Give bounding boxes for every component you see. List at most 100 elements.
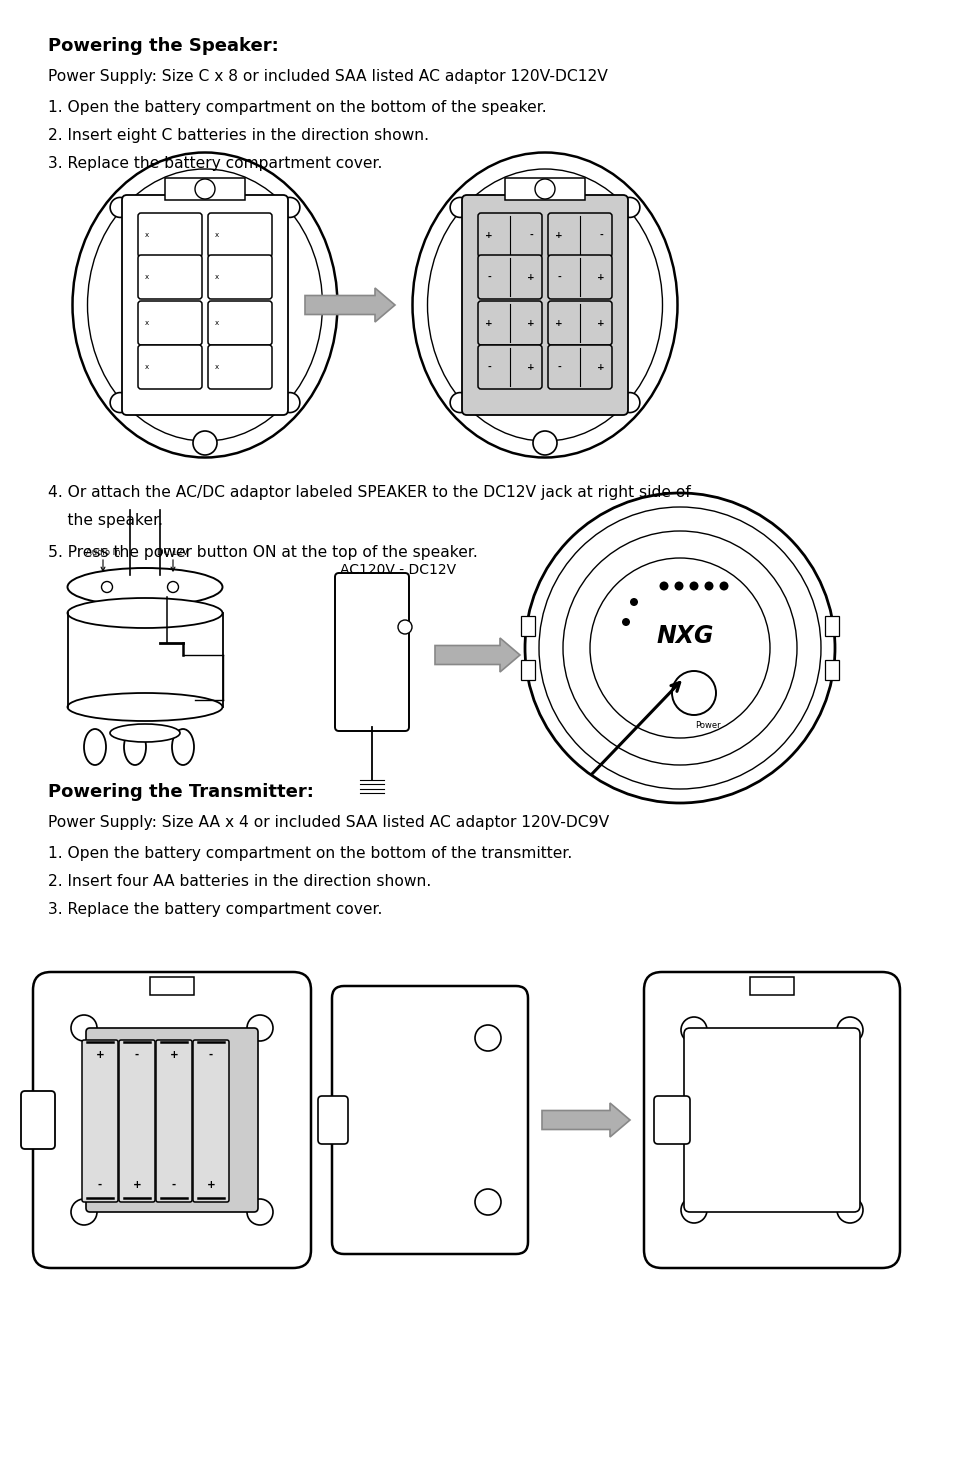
FancyBboxPatch shape	[138, 255, 202, 299]
Ellipse shape	[110, 724, 180, 742]
FancyArrow shape	[435, 639, 519, 673]
FancyBboxPatch shape	[547, 212, 612, 257]
FancyBboxPatch shape	[547, 345, 612, 389]
FancyArrow shape	[305, 288, 395, 322]
Text: NXG: NXG	[656, 624, 713, 648]
Text: x: x	[214, 364, 219, 370]
Text: -: -	[557, 273, 560, 282]
Circle shape	[475, 1025, 500, 1052]
Bar	[749, 976, 793, 996]
FancyBboxPatch shape	[477, 212, 541, 257]
Text: -: -	[529, 230, 533, 239]
FancyBboxPatch shape	[193, 1040, 229, 1202]
Text: -: -	[598, 230, 602, 239]
Circle shape	[110, 198, 130, 217]
Text: x: x	[214, 274, 219, 280]
FancyBboxPatch shape	[477, 301, 541, 345]
Circle shape	[194, 178, 214, 199]
Text: +: +	[597, 273, 604, 282]
Circle shape	[535, 178, 555, 199]
Circle shape	[397, 620, 412, 634]
Text: -: -	[98, 1180, 102, 1190]
Circle shape	[475, 1189, 500, 1215]
Text: x: x	[214, 232, 219, 237]
Circle shape	[450, 392, 470, 413]
Ellipse shape	[124, 729, 146, 766]
Text: +: +	[95, 1050, 104, 1061]
Bar	[165, 178, 245, 201]
Circle shape	[110, 392, 130, 413]
Text: x: x	[145, 232, 149, 237]
FancyBboxPatch shape	[138, 345, 202, 389]
FancyBboxPatch shape	[208, 345, 272, 389]
Text: AC120V - DC12V: AC120V - DC12V	[339, 563, 456, 577]
Ellipse shape	[68, 693, 222, 721]
Text: x: x	[214, 320, 219, 326]
Text: the speaker.: the speaker.	[48, 513, 163, 528]
FancyArrow shape	[541, 1103, 629, 1137]
Text: 3. Replace the battery compartment cover.: 3. Replace the battery compartment cover…	[48, 903, 382, 917]
FancyBboxPatch shape	[317, 1096, 348, 1145]
Text: 2. Insert four AA batteries in the direction shown.: 2. Insert four AA batteries in the direc…	[48, 875, 431, 889]
Circle shape	[836, 1198, 862, 1223]
FancyBboxPatch shape	[82, 1040, 118, 1202]
Circle shape	[247, 1199, 273, 1226]
FancyBboxPatch shape	[33, 972, 311, 1268]
Text: +: +	[597, 319, 604, 327]
FancyBboxPatch shape	[461, 195, 627, 414]
FancyBboxPatch shape	[335, 572, 409, 732]
FancyBboxPatch shape	[643, 972, 899, 1268]
Bar	[824, 659, 838, 680]
Text: +: +	[527, 363, 535, 372]
Circle shape	[619, 198, 639, 217]
Circle shape	[671, 671, 716, 715]
FancyBboxPatch shape	[119, 1040, 154, 1202]
Circle shape	[71, 1199, 97, 1226]
Text: +: +	[555, 230, 562, 239]
Circle shape	[680, 1016, 706, 1043]
Text: +: +	[527, 273, 535, 282]
FancyBboxPatch shape	[654, 1096, 689, 1145]
Bar	[520, 659, 535, 680]
Bar	[824, 617, 838, 636]
Circle shape	[193, 431, 216, 454]
Text: +: +	[527, 319, 535, 327]
Text: +: +	[170, 1050, 178, 1061]
Bar	[520, 617, 535, 636]
Circle shape	[71, 1015, 97, 1041]
Ellipse shape	[84, 729, 106, 766]
Text: Power Supply: Size AA x 4 or included SAA listed AC adaptor 120V-DC9V: Power Supply: Size AA x 4 or included SA…	[48, 816, 609, 830]
Text: +: +	[597, 363, 604, 372]
Circle shape	[279, 198, 299, 217]
Text: -: -	[209, 1050, 213, 1061]
Text: 1. Open the battery compartment on the bottom of the speaker.: 1. Open the battery compartment on the b…	[48, 100, 546, 115]
FancyBboxPatch shape	[138, 212, 202, 257]
FancyBboxPatch shape	[86, 1028, 257, 1212]
Text: -: -	[172, 1180, 176, 1190]
Text: +: +	[132, 1180, 141, 1190]
Ellipse shape	[68, 568, 222, 606]
FancyBboxPatch shape	[156, 1040, 192, 1202]
Circle shape	[836, 1016, 862, 1043]
Circle shape	[621, 618, 629, 625]
Text: x: x	[145, 274, 149, 280]
Circle shape	[680, 1198, 706, 1223]
Text: 1. Open the battery compartment on the bottom of the transmitter.: 1. Open the battery compartment on the b…	[48, 847, 572, 861]
Text: Powering the Speaker:: Powering the Speaker:	[48, 37, 278, 55]
Text: 3. Replace the battery compartment cover.: 3. Replace the battery compartment cover…	[48, 156, 382, 171]
FancyBboxPatch shape	[122, 195, 288, 414]
Text: Power: Power	[695, 721, 720, 730]
Circle shape	[450, 198, 470, 217]
Circle shape	[247, 1015, 273, 1041]
Bar	[150, 976, 193, 996]
Text: +: +	[207, 1180, 215, 1190]
Bar	[504, 178, 584, 201]
Text: DC 12V: DC 12V	[157, 549, 189, 558]
FancyBboxPatch shape	[477, 345, 541, 389]
Text: x: x	[145, 364, 149, 370]
Text: 2. Insert eight C batteries in the direction shown.: 2. Insert eight C batteries in the direc…	[48, 128, 429, 143]
FancyBboxPatch shape	[208, 212, 272, 257]
FancyBboxPatch shape	[208, 301, 272, 345]
Circle shape	[524, 493, 834, 802]
Text: +: +	[485, 230, 493, 239]
